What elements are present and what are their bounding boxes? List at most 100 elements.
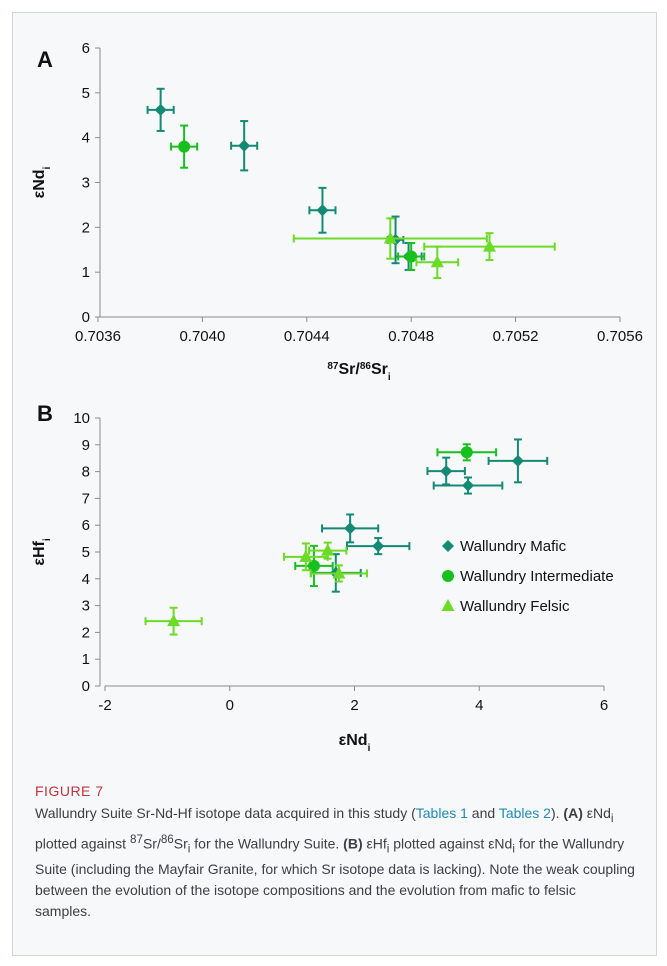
- caption-segment: εNd: [582, 805, 611, 821]
- label-part: i: [368, 743, 371, 754]
- diamond-marker: [344, 522, 357, 535]
- panel-label: A: [37, 47, 53, 72]
- y-axis-label: εHfi: [31, 538, 53, 565]
- x-axis-label: 87Sr/86Sri: [327, 361, 391, 383]
- caption-segment: Sr: [173, 835, 188, 852]
- data-point: [321, 513, 380, 544]
- triangle-marker: [430, 255, 444, 268]
- caption-segment: 87: [129, 832, 143, 846]
- x-axis-label: εNdi: [339, 732, 371, 754]
- label-part: εHf: [31, 540, 48, 565]
- diamond-marker: [440, 465, 453, 478]
- data-point: [346, 537, 411, 556]
- data-point: [487, 438, 549, 484]
- diamond-marker: [238, 139, 251, 152]
- caption-segment: i: [187, 842, 191, 856]
- circle-marker: [178, 140, 191, 153]
- triangle-marker: [332, 566, 346, 579]
- x-tick-label: 0.7044: [284, 328, 330, 345]
- data-point: [426, 456, 466, 486]
- caption-segment: i: [512, 842, 515, 856]
- caption-segment: and: [467, 805, 499, 821]
- triangle-marker: [167, 614, 181, 627]
- y-tick-label: 0: [82, 678, 90, 695]
- data-point: [307, 541, 348, 560]
- legend-triangle-marker: [441, 599, 455, 611]
- data-point: [309, 564, 368, 583]
- y-tick-label: 0: [82, 309, 90, 326]
- legend-label: Wallundry Intermediate: [460, 568, 614, 585]
- legend-diamond-marker: [442, 540, 454, 552]
- y-tick-label: 3: [82, 175, 90, 192]
- y-axis-label: εNdi: [31, 166, 53, 198]
- x-tick-label: 0.7048: [388, 328, 434, 345]
- caption-segment: ).: [550, 805, 564, 821]
- x-tick-label: 0.7036: [75, 328, 121, 345]
- circle-marker: [307, 559, 320, 572]
- chart-a: A 0 1 2 3 4 5 6 0.7036 0.7040 0.7044 0.7048 0.7052 0.…: [31, 40, 643, 383]
- y-tick-label: 4: [82, 571, 90, 588]
- data-point: [170, 124, 199, 169]
- caption-segment: plotted against εNd: [389, 835, 513, 852]
- label-part: i: [42, 538, 53, 541]
- x-tick-label: 0.7040: [179, 328, 225, 345]
- figure-label: FIGURE 7: [35, 783, 104, 799]
- legend-entry: Wallundry Mafic: [442, 538, 567, 555]
- label-part: i: [388, 372, 391, 383]
- y-tick-label: 5: [82, 85, 90, 102]
- label-part: i: [42, 166, 53, 169]
- y-tick-label: 8: [82, 464, 90, 481]
- y-tick-label: 9: [82, 437, 90, 454]
- caption-segment: for the Wallundry Suite.: [190, 835, 344, 852]
- y-tick-label: 7: [82, 490, 90, 507]
- triangle-marker: [483, 239, 496, 252]
- data-point: [432, 476, 504, 495]
- data-point: [294, 544, 334, 588]
- label-part: Sr/: [338, 361, 360, 378]
- legend-entry: Wallundry Intermediate: [442, 568, 614, 585]
- legend-label: Wallundry Felsic: [460, 598, 570, 615]
- caption-segment: plotted against: [35, 835, 130, 852]
- data-point: [144, 606, 203, 636]
- circle-marker: [460, 446, 473, 459]
- y-tick-label: 10: [73, 410, 90, 427]
- caption-text: Wallundry Suite Sr-Nd-Hf isotope data ac…: [35, 803, 635, 922]
- x-tick-label: -2: [98, 697, 111, 714]
- y-tick-label: 3: [82, 598, 90, 615]
- caption-segment: for the Wallundry Suite (including the M…: [35, 835, 635, 920]
- triangle-marker: [383, 231, 397, 244]
- diamond-marker: [511, 454, 524, 467]
- caption-segment: Sr/: [142, 835, 161, 852]
- legend-label: Wallundry Mafic: [460, 538, 567, 555]
- caption-segment: 86: [160, 832, 174, 846]
- caption-segment: i: [386, 842, 390, 856]
- panel-label: B: [37, 401, 53, 426]
- data-point: [146, 87, 175, 132]
- y-tick-label: 4: [82, 130, 90, 147]
- diamond-marker: [154, 103, 167, 116]
- label-part: εNd: [339, 732, 368, 749]
- diamond-marker: [462, 479, 475, 492]
- caption-segment: (A): [563, 805, 583, 821]
- y-tick-label: 6: [82, 517, 90, 534]
- y-tick-label: 5: [82, 544, 90, 561]
- y-tick-label: 2: [82, 624, 90, 641]
- y-tick-label: 6: [82, 40, 90, 57]
- data-point: [397, 242, 426, 271]
- label-part: 86: [360, 361, 372, 372]
- x-tick-label: 0.7052: [493, 328, 539, 345]
- x-tick-label: 4: [475, 697, 483, 714]
- data-point: [308, 186, 337, 234]
- caption-segment: εHf: [362, 835, 387, 852]
- figure-caption: FIGURE 7 Wallundry Suite Sr-Nd-Hf isotop…: [35, 783, 635, 922]
- data-point: [415, 245, 460, 279]
- circle-marker: [405, 250, 418, 263]
- label-part: εNd: [31, 169, 48, 198]
- caption-segment: (B): [343, 835, 363, 852]
- diamond-marker: [316, 204, 329, 217]
- caption-segment[interactable]: Tables 1: [415, 805, 468, 821]
- data-point: [423, 232, 556, 262]
- caption-segment[interactable]: Tables 2: [498, 805, 551, 821]
- legend-entry: Wallundry Felsic: [441, 598, 570, 615]
